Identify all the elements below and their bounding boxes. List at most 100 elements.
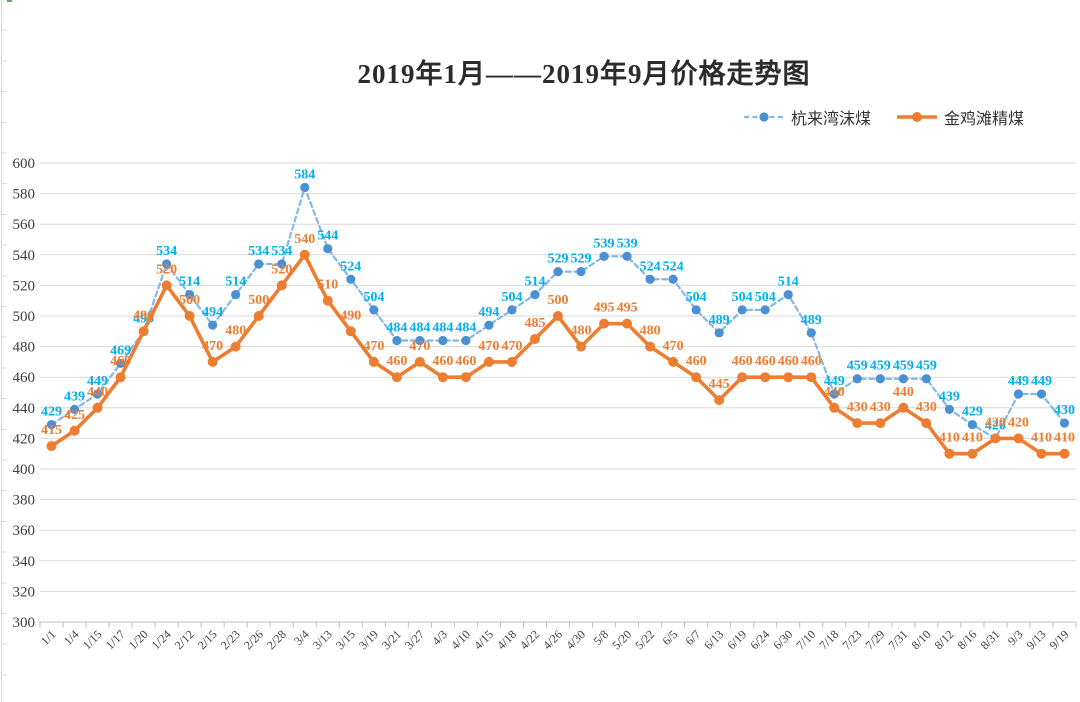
data-point [622, 251, 632, 261]
data-label: 490 [133, 308, 154, 323]
data-point [783, 372, 794, 383]
data-point [369, 305, 379, 315]
y-axis-label: 300 [13, 615, 36, 631]
data-label: 460 [732, 354, 753, 369]
data-point [691, 372, 702, 383]
data-label: 494 [478, 305, 499, 320]
x-axis-label: 7/23 [839, 627, 864, 652]
x-axis-label: 3/13 [310, 627, 335, 652]
data-point [391, 372, 402, 383]
data-label: 439 [64, 389, 85, 404]
data-label: 445 [709, 377, 730, 392]
data-point [553, 267, 563, 277]
data-point [253, 311, 264, 321]
data-point [829, 389, 839, 399]
data-point [414, 356, 425, 367]
data-point [668, 356, 679, 367]
legend-label-jinjitan: 金鸡滩精煤 [944, 111, 1025, 128]
data-point [69, 425, 80, 436]
data-point [806, 328, 816, 338]
y-axis-labels: 300 320 340 360 380 400 420 440 460 480 500 520 540 5… [13, 156, 36, 631]
data-point [92, 402, 103, 413]
data-point [967, 420, 978, 430]
data-point [460, 372, 471, 383]
data-label: 504 [755, 290, 776, 305]
x-axis-label: 4/26 [540, 627, 565, 652]
data-label: 410 [962, 431, 983, 446]
data-label: 485 [524, 316, 545, 331]
data-point [576, 341, 587, 352]
data-point [737, 305, 747, 315]
data-point [898, 374, 908, 384]
data-point [553, 311, 563, 321]
y-axis-label: 480 [13, 340, 36, 356]
x-axis-label: 1/15 [80, 627, 105, 652]
data-label: 484 [386, 320, 407, 335]
data-point [875, 374, 885, 384]
y-axis-label: 380 [13, 493, 36, 509]
data-label: 440 [87, 385, 108, 400]
data-label: 504 [501, 290, 522, 305]
data-point [760, 372, 771, 383]
data-label: 460 [432, 354, 453, 369]
y-axis-label: 600 [13, 156, 36, 172]
data-point [714, 328, 724, 338]
data-label: 520 [156, 262, 177, 277]
data-point [207, 356, 218, 367]
data-label: 494 [202, 305, 223, 320]
x-axis-label: 3/27 [402, 627, 427, 652]
data-point [806, 372, 817, 383]
data-label: 470 [202, 339, 223, 354]
x-axis-label: 1/24 [149, 627, 174, 652]
data-point [300, 182, 310, 193]
legend-label-hanglaiwan: 杭来湾沫煤 [791, 111, 872, 128]
data-point [599, 251, 609, 261]
data-label: 459 [893, 359, 914, 374]
data-label: 520 [271, 262, 292, 277]
y-axis-label: 340 [13, 554, 36, 570]
x-axis [39, 621, 1077, 628]
x-axis-label: 9/19 [1047, 627, 1072, 652]
x-axis-label: 5/22 [632, 627, 657, 652]
legend-item-jinjitan[interactable]: 金鸡滩精煤 [897, 105, 1024, 129]
data-label: 534 [271, 244, 292, 259]
x-axis-label: 1/1 [38, 627, 59, 648]
data-point [921, 418, 932, 429]
data-label: 500 [248, 293, 269, 308]
data-point [345, 326, 356, 337]
data-label: 480 [640, 324, 661, 339]
data-point [714, 395, 725, 406]
data-point [622, 318, 633, 329]
data-point [230, 341, 241, 352]
data-point [368, 356, 379, 367]
data-point [737, 372, 748, 383]
data-point [530, 289, 540, 300]
data-point [1059, 448, 1070, 459]
data-point [438, 335, 448, 346]
data-label: 514 [179, 275, 200, 290]
y-axis-label: 500 [13, 309, 36, 325]
data-label: 469 [110, 343, 131, 358]
data-label: 489 [709, 313, 730, 328]
data-point [461, 335, 471, 346]
data-label: 504 [732, 290, 753, 305]
x-axis-label: 7/31 [885, 627, 910, 652]
data-label: 484 [432, 320, 453, 335]
data-label: 430 [916, 400, 937, 415]
x-axis-label: 6/5 [659, 627, 680, 648]
data-label: 410 [939, 431, 960, 446]
data-label: 460 [686, 354, 707, 369]
data-label: 460 [755, 354, 776, 369]
x-axis-label: 7/18 [816, 627, 841, 652]
x-axis-label: 8/12 [932, 627, 957, 652]
data-point [506, 356, 517, 367]
data-label: 449 [1008, 374, 1029, 389]
data-label: 439 [939, 389, 960, 404]
data-label: 480 [225, 324, 246, 339]
legend-item-hanglaiwan[interactable]: 杭来湾沫煤 [744, 105, 871, 129]
y-axis-label: 320 [13, 584, 36, 600]
data-label: 484 [409, 320, 430, 335]
x-axis-label: 2/15 [195, 627, 220, 652]
